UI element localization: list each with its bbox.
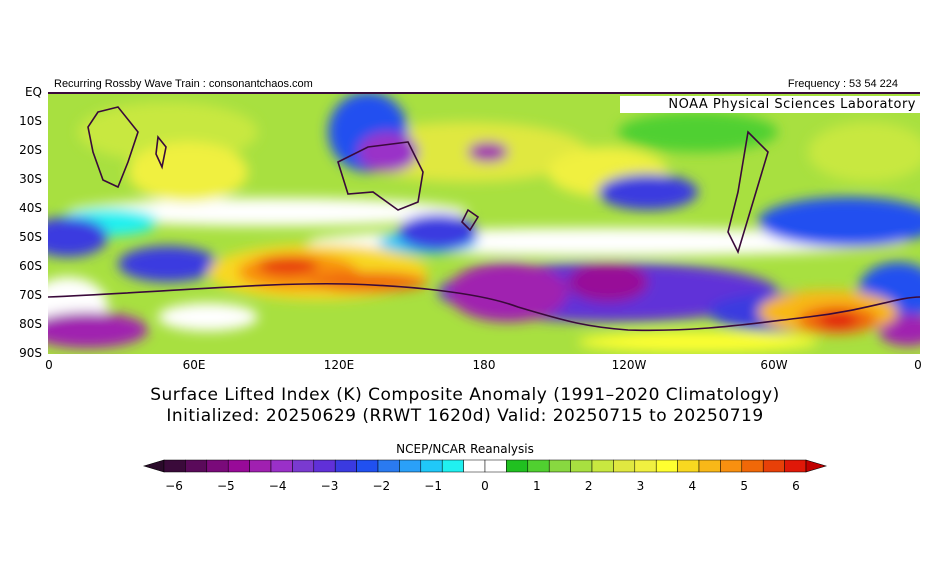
colorbar-cell [249,459,272,473]
colorbar-tick-label: 1 [533,479,541,493]
colorbar-cell [441,459,464,473]
colorbar-cell [377,459,400,473]
colorbar-cell [527,459,550,473]
colorbar-cell [185,459,208,473]
colorbar-cell [463,459,486,473]
colorbar-cell [613,459,636,473]
lat-label-60s: 60S [19,259,42,273]
colorbar-tick-label: −4 [268,479,287,493]
colorbar-tick-label: 4 [688,479,697,493]
colorbar-tick-label: −3 [320,479,339,493]
colorbar-cell [720,459,743,473]
colorbar-tick-label: 3 [636,479,645,493]
colorbar-cell [698,459,721,473]
colorbar-cell [677,459,700,473]
colorbar-cell [399,459,422,473]
lat-label-30s: 30S [19,172,42,186]
colorbar-cell [163,459,186,473]
colorbar-cell [270,459,293,473]
colorbar-cell [206,459,229,473]
anomaly-field [48,92,920,354]
lon-label-180: 180 [472,358,496,372]
lat-label-eq: EQ [24,85,42,99]
title-line-2: Initialized: 20250629 (RRWT 1620d) Valid… [166,406,764,426]
colorbar-cell [356,459,379,473]
lon-label-0: 0 [45,358,53,372]
lon-label-120w: 120W [611,358,647,372]
colorbar-cell [506,459,529,473]
colorbar-cell [548,459,571,473]
colorbar-cell [784,459,807,473]
anomaly-map [48,92,920,354]
lat-label-40s: 40S [19,201,42,215]
colorbar [142,459,828,473]
colorbar-tick-label: −6 [165,479,183,493]
lon-label-0-end: 0 [914,358,922,372]
colorbar-tick-label: 2 [584,479,593,493]
lat-label-90s: 90S [19,346,42,360]
lat-label-80s: 80S [19,317,42,331]
lat-label-50s: 50S [19,230,42,244]
header-source-text: Recurring Rossby Wave Train : consonantc… [54,78,313,90]
title-line-1: Surface Lifted Index (K) Composite Anoma… [150,385,780,405]
colorbar-cell [484,459,507,473]
colorbar-under-arrow [142,459,165,473]
colorbar-cell [634,459,657,473]
lat-label-20s: 20S [19,143,42,157]
colorbar-tick-label: −5 [216,479,235,493]
lon-label-60e: 60E [182,358,206,372]
colorbar-tick-label: 5 [740,479,748,493]
colorbar-cell [292,459,315,473]
colorbar-label: NCEP/NCAR Reanalysis [396,442,534,456]
colorbar-tick-label: 0 [481,479,489,493]
colorbar-cell [655,459,678,473]
colorbar-over-arrow [805,459,828,473]
lon-label-60w: 60W [760,358,788,372]
colorbar-cell [570,459,593,473]
colorbar-cell [313,459,336,473]
colorbar-cell [741,459,764,473]
lat-label-70s: 70S [19,288,42,302]
lat-label-10s: 10S [19,114,42,128]
colorbar-tick-label: 6 [792,479,800,493]
header-frequency-text: Frequency : 53 54 224 [787,78,898,90]
colorbar-cell [591,459,614,473]
colorbar-tick-label: −1 [424,479,443,493]
colorbar-cell [334,459,357,473]
colorbar-cell [227,459,250,473]
lon-label-120e: 120E [323,358,355,372]
watermark-noaa: NOAA Physical Sciences Laboratory [620,96,922,113]
colorbar-cell [762,459,785,473]
colorbar-cell [420,459,443,473]
colorbar-tick-label: −2 [372,479,391,493]
